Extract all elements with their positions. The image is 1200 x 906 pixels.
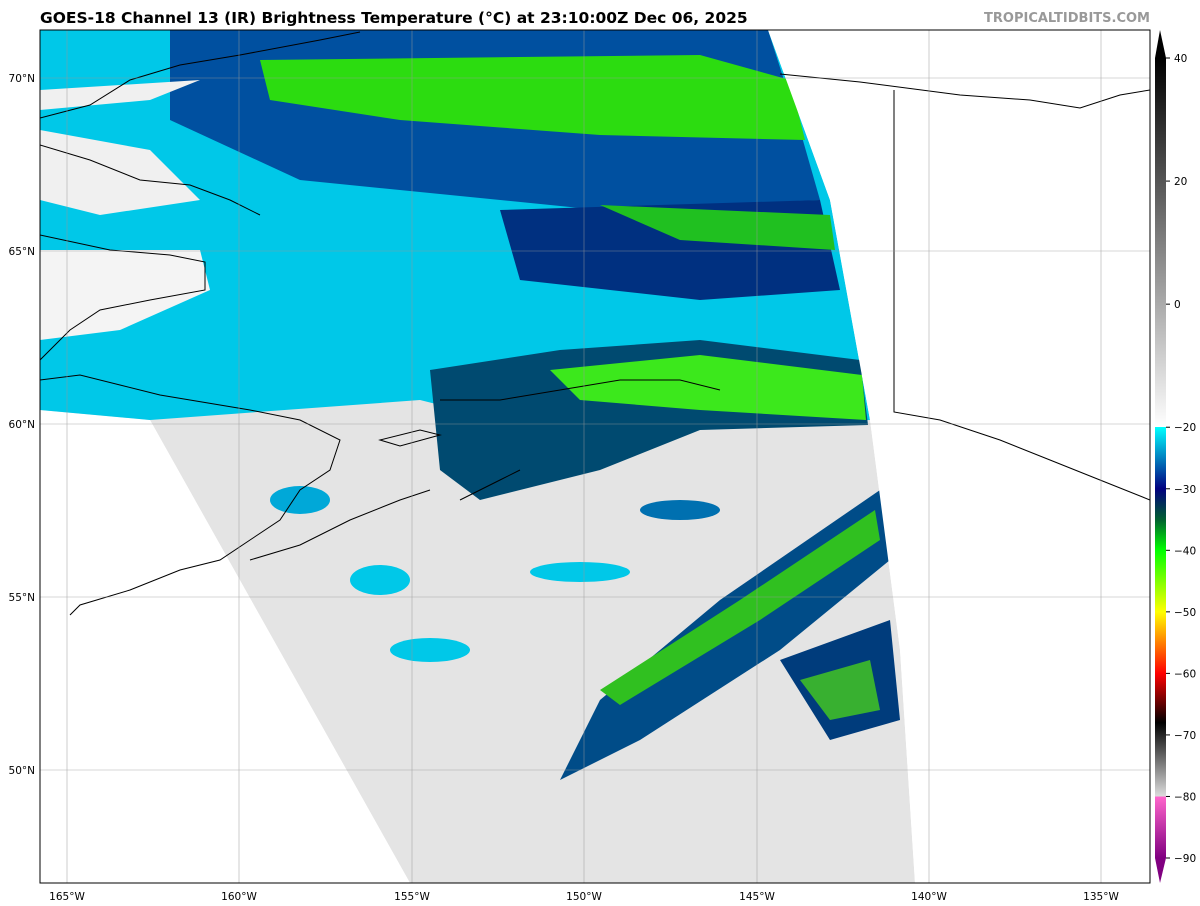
lat-label: 50°N: [9, 765, 35, 777]
imagery-layer: [40, 30, 1150, 883]
lon-label: 135°W: [1083, 891, 1119, 903]
cloud-patch: [390, 638, 470, 662]
no-data-region: [40, 420, 410, 883]
colorbar-gradient: [1155, 58, 1166, 858]
lon-label: 140°W: [911, 891, 947, 903]
lat-label: 65°N: [9, 246, 35, 258]
colorbar-tick-label: −80: [1174, 791, 1196, 803]
colorbar-tick-label: −30: [1174, 484, 1196, 496]
colorbar-tick-label: −60: [1174, 668, 1196, 680]
colorbar-tick-label: −50: [1174, 607, 1196, 619]
graticule: [40, 30, 1150, 883]
coastlines: [40, 31, 1150, 616]
map-title: GOES-18 Channel 13 (IR) Brightness Tempe…: [40, 9, 748, 27]
colorbar-tick-label: 40: [1174, 53, 1187, 65]
cloud-band: [600, 205, 835, 250]
longitude-labels: 165°W 160°W 155°W 150°W 145°W 140°W 135°…: [49, 891, 1119, 903]
colorbar-tick-label: −70: [1174, 730, 1196, 742]
no-data-region: [768, 30, 1150, 883]
cloud-band: [600, 510, 880, 705]
colorbar-max-arrow: [1155, 30, 1166, 58]
cloud-patch: [640, 500, 720, 520]
cloud-band: [800, 660, 880, 720]
lon-label: 145°W: [739, 891, 775, 903]
colorbar-tick-label: −20: [1174, 422, 1196, 434]
lon-label: 150°W: [566, 891, 602, 903]
lon-label: 155°W: [394, 891, 430, 903]
colorbar-ticks: 40 20 0 −20 −30 −40 −50 −60 −70 −80 −90: [1166, 53, 1196, 865]
colorbar: 40 20 0 −20 −30 −40 −50 −60 −70 −80 −90: [1155, 30, 1196, 883]
land-snow: [40, 250, 210, 340]
cloud-patch: [270, 486, 330, 514]
credit-watermark: TROPICALTIDBITS.COM: [984, 11, 1150, 26]
cloud-patch: [350, 565, 410, 595]
lon-label: 165°W: [49, 891, 85, 903]
map-frame: [39, 29, 1151, 884]
lat-label: 70°N: [9, 73, 35, 85]
land-snow: [40, 80, 200, 110]
lat-label: 60°N: [9, 419, 35, 431]
lat-label: 55°N: [9, 592, 35, 604]
cloud-patch: [530, 562, 630, 582]
colorbar-tick-label: 0: [1174, 299, 1181, 311]
colorbar-tick-label: −40: [1174, 545, 1196, 557]
colorbar-tick-label: −90: [1174, 853, 1196, 865]
colorbar-min-arrow: [1155, 858, 1166, 883]
lon-label: 160°W: [221, 891, 257, 903]
cloud-band: [260, 55, 805, 140]
latitude-labels: 70°N 65°N 60°N 55°N 50°N: [9, 73, 35, 777]
colorbar-tick-label: 20: [1174, 176, 1187, 188]
